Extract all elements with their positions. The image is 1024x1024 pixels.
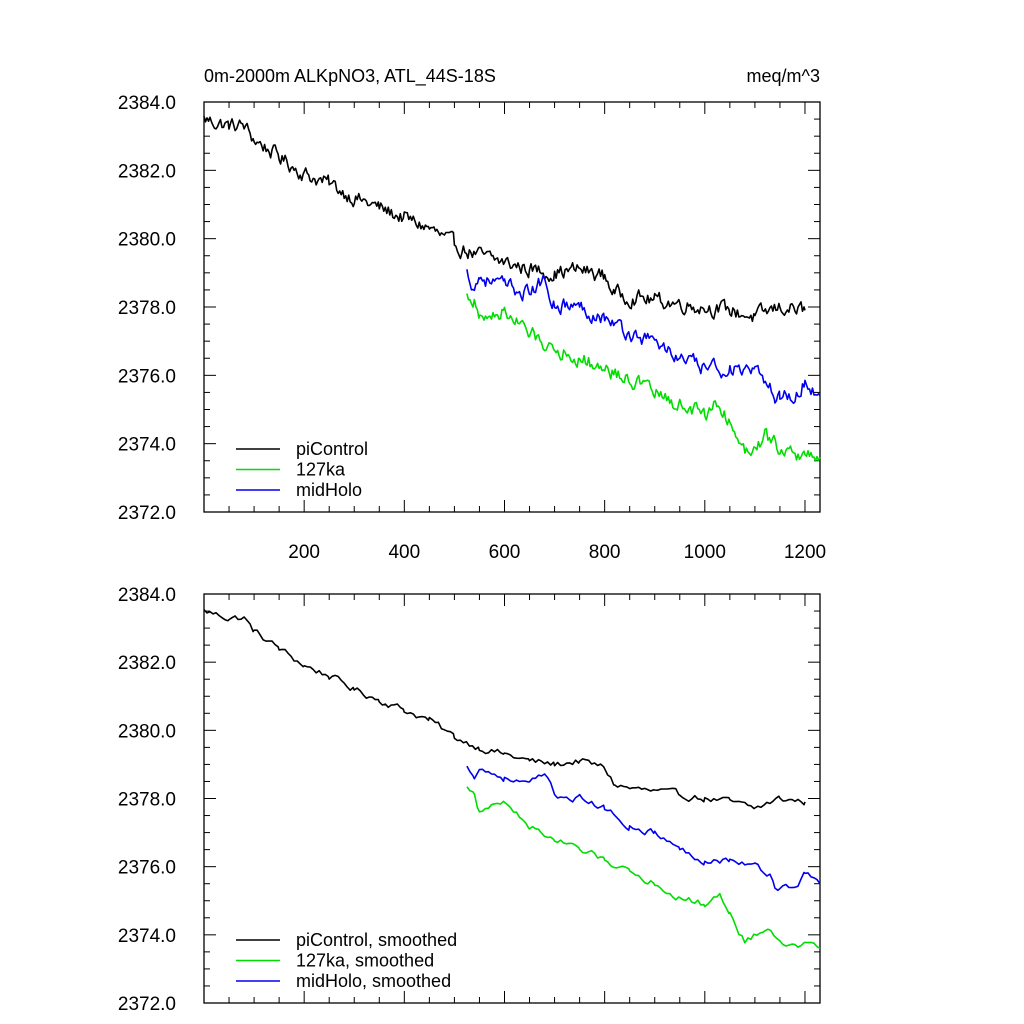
top-x-tick-label: 800 — [589, 542, 621, 563]
bottom-legend-label: piControl, smoothed — [296, 930, 457, 950]
units-label: meq/m^3 — [747, 66, 820, 86]
top-legend-label: piControl — [296, 439, 368, 459]
top-legend-label: midHolo — [296, 480, 362, 500]
bottom-y-tick-label: 2384.0 — [118, 585, 176, 606]
top-y-tick-label: 2376.0 — [118, 366, 176, 387]
top-series-line-picontrol — [203, 116, 806, 323]
top-series-line-midholo — [466, 269, 821, 405]
top-y-tick-label: 2384.0 — [118, 93, 176, 114]
top-x-tick-label: 600 — [489, 542, 521, 563]
bottom-series-line-midholo — [466, 765, 821, 892]
top-x-tick-label: 1200 — [784, 542, 826, 563]
bottom-y-tick-label: 2376.0 — [118, 858, 176, 879]
bottom-panel: 2372.0 2374.0 2376.0 2378.0 2380.0 2382.0 2384… — [118, 585, 821, 1015]
top-y-tick-label: 2372.0 — [118, 503, 176, 524]
top-x-tick-label: 200 — [288, 542, 320, 563]
bottom-y-tick-label: 2372.0 — [118, 994, 176, 1015]
top-panel: 2372.0 2374.0 2376.0 2378.0 2380.0 2382.0 2384… — [118, 93, 826, 563]
chart-title: 0m-2000m ALKpNO3, ATL_44S-18S — [204, 66, 496, 87]
top-y-tick-label: 2380.0 — [118, 230, 176, 251]
bottom-y-tick-label: 2380.0 — [118, 721, 176, 742]
top-series-line-127ka — [466, 293, 821, 462]
top-x-tick-label: 1000 — [684, 542, 726, 563]
top-y-tick-label: 2378.0 — [118, 298, 176, 319]
bottom-y-tick-label: 2378.0 — [118, 790, 176, 811]
bottom-legend-label: midHolo, smoothed — [296, 971, 451, 991]
top-legend-label: 127ka — [296, 460, 346, 480]
bottom-y-tick-label: 2382.0 — [118, 653, 176, 674]
bottom-series-line-127ka — [466, 786, 821, 950]
top-y-tick-label: 2382.0 — [118, 161, 176, 182]
bottom-series-line-picontrol — [203, 609, 806, 810]
top-y-tick-label: 2374.0 — [118, 435, 176, 456]
top-x-tick-label: 400 — [388, 542, 420, 563]
bottom-legend-label: 127ka, smoothed — [296, 951, 434, 971]
bottom-y-tick-label: 2374.0 — [118, 926, 176, 947]
